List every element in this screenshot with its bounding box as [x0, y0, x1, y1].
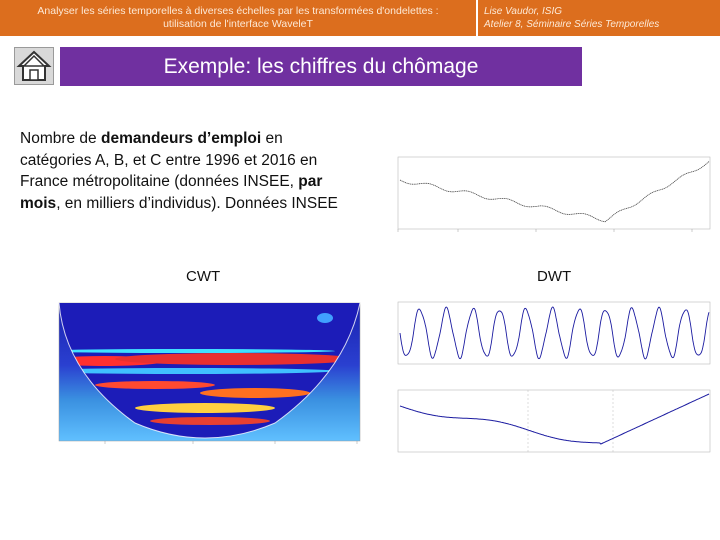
presentation-title-line2: utilisation de l'interface WaveleT — [163, 18, 313, 30]
slide-title: Exemple: les chiffres du chômage — [163, 54, 479, 78]
description-part2: en catégories A, B, et C entre 1996 et 2… — [20, 130, 318, 190]
cwt-heatmap — [35, 293, 375, 463]
author-line: Lise Vaudor, ISIG — [484, 6, 563, 17]
slide-title-banner: Exemple: les chiffres du chômage — [60, 47, 582, 86]
description-bold2: par mois — [20, 173, 323, 212]
description-text: Nombre de demandeurs d’emploi en catégor… — [20, 128, 350, 214]
dwt-approximation-plot — [378, 378, 713, 466]
dwt-detail-plot — [378, 290, 713, 378]
timeseries-plot — [378, 155, 713, 245]
event-line: Atelier 8, Séminaire Séries Temporelles — [484, 19, 660, 30]
description-bold1: demandeurs d’emploi — [100, 130, 262, 147]
home-button[interactable] — [14, 47, 54, 85]
author-info: Lise Vaudor, ISIG Atelier 8, Séminaire S… — [478, 0, 720, 36]
description-part3: , en milliers d’individus). Données INSE… — [56, 194, 338, 212]
presentation-title-line1: Analyser les séries temporelles à divers… — [37, 5, 439, 17]
dwt-caption: DWT — [537, 268, 572, 285]
top-bar: Analyser les séries temporelles à divers… — [0, 0, 720, 36]
description-part1: Nombre de — [20, 130, 101, 147]
cwt-caption: CWT — [186, 268, 221, 285]
presentation-title: Analyser les séries temporelles à divers… — [0, 0, 476, 36]
home-icon — [16, 50, 52, 81]
